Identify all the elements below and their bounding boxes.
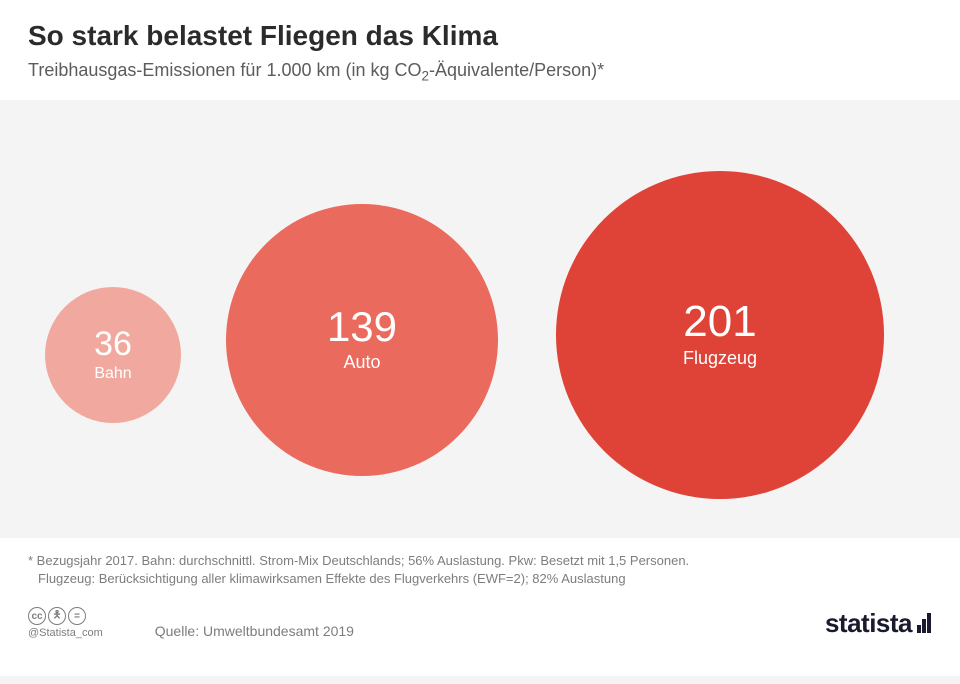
header: So stark belastet Fliegen das Klima Trei… xyxy=(0,0,960,100)
page-subtitle: Treibhausgas-Emissionen für 1.000 km (in… xyxy=(28,60,932,84)
bubble-label: Bahn xyxy=(94,365,131,383)
page-title: So stark belastet Fliegen das Klima xyxy=(28,20,932,52)
footer: * Bezugsjahr 2017. Bahn: durchschnittl. … xyxy=(0,538,960,676)
source-label: Quelle: Umweltbundesamt 2019 xyxy=(155,623,354,639)
statista-logo: statista xyxy=(825,608,932,639)
bubble-label: Auto xyxy=(343,352,380,373)
bubble-flugzeug: 201 Flugzeug xyxy=(556,171,884,499)
footer-bottom: cc 🯅 = @Statista_com Quelle: Umweltbunde… xyxy=(28,607,932,639)
bubble-label: Flugzeug xyxy=(683,348,757,369)
logo-bars-icon xyxy=(917,613,932,633)
subtitle-sub: 2 xyxy=(422,69,430,84)
bubble-value: 36 xyxy=(94,327,132,361)
bubble-auto: 139 Auto xyxy=(226,204,498,476)
bubble-chart: 36 Bahn 139 Auto 201 Flugzeug xyxy=(0,100,960,538)
bubble-value: 139 xyxy=(327,306,397,348)
footnote-line1: * Bezugsjahr 2017. Bahn: durchschnittl. … xyxy=(28,552,932,571)
by-icon: 🯅 xyxy=(48,607,66,625)
cc-icons: cc 🯅 = xyxy=(28,607,103,625)
nd-icon: = xyxy=(68,607,86,625)
statista-handle: @Statista_com xyxy=(28,627,103,639)
subtitle-pre: Treibhausgas-Emissionen für 1.000 km (in… xyxy=(28,60,422,80)
logo-text: statista xyxy=(825,608,912,639)
footnote: * Bezugsjahr 2017. Bahn: durchschnittl. … xyxy=(28,552,932,590)
bubble-value: 201 xyxy=(683,300,756,344)
cc-icon: cc xyxy=(28,607,46,625)
bubble-bahn: 36 Bahn xyxy=(45,287,181,423)
subtitle-post: -Äquivalente/Person)* xyxy=(429,60,604,80)
footnote-line2: Flugzeug: Berücksichtigung aller klimawi… xyxy=(28,570,932,589)
cc-block: cc 🯅 = @Statista_com xyxy=(28,607,103,639)
